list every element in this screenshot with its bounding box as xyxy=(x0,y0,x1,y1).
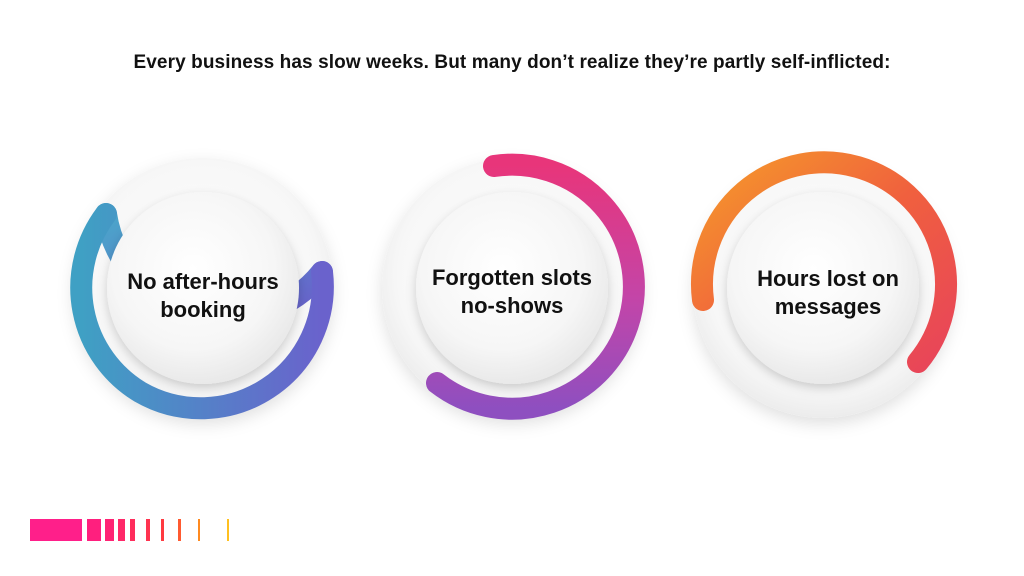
circle-hours-lost xyxy=(691,151,957,418)
label-line: no-shows xyxy=(460,293,564,318)
accent-bar xyxy=(30,519,82,541)
accent-bar xyxy=(118,519,125,541)
label-forgotten-slots: Forgotten slots no-shows xyxy=(412,264,612,320)
accent-bar xyxy=(178,519,181,541)
label-line: booking xyxy=(160,297,246,322)
label-hours-lost: Hours lost on messages xyxy=(728,265,928,321)
accent-bar xyxy=(198,519,200,541)
accent-bar xyxy=(87,519,101,541)
progress-arc xyxy=(426,153,645,420)
accent-bar xyxy=(227,519,229,541)
accent-bar xyxy=(105,519,114,541)
progress-arc xyxy=(691,151,957,373)
label-no-after-hours-booking: No after-hours booking xyxy=(103,268,303,324)
label-line: No after-hours xyxy=(127,269,279,294)
headline: Every business has slow weeks. But many … xyxy=(133,52,891,73)
circle-no-after-hours-booking xyxy=(70,158,334,420)
accent-bar xyxy=(130,519,135,541)
label-line: messages xyxy=(774,294,882,319)
progress-arc-top xyxy=(70,203,334,420)
circle-inner xyxy=(727,192,919,384)
circle-inner xyxy=(416,192,608,384)
label-line: Hours lost on xyxy=(757,266,899,291)
circle-forgotten-slots xyxy=(382,153,645,420)
accent-bar xyxy=(146,519,150,541)
accent-bar xyxy=(161,519,164,541)
label-line: Forgotten slots xyxy=(431,265,593,290)
circle-inner xyxy=(107,192,299,384)
